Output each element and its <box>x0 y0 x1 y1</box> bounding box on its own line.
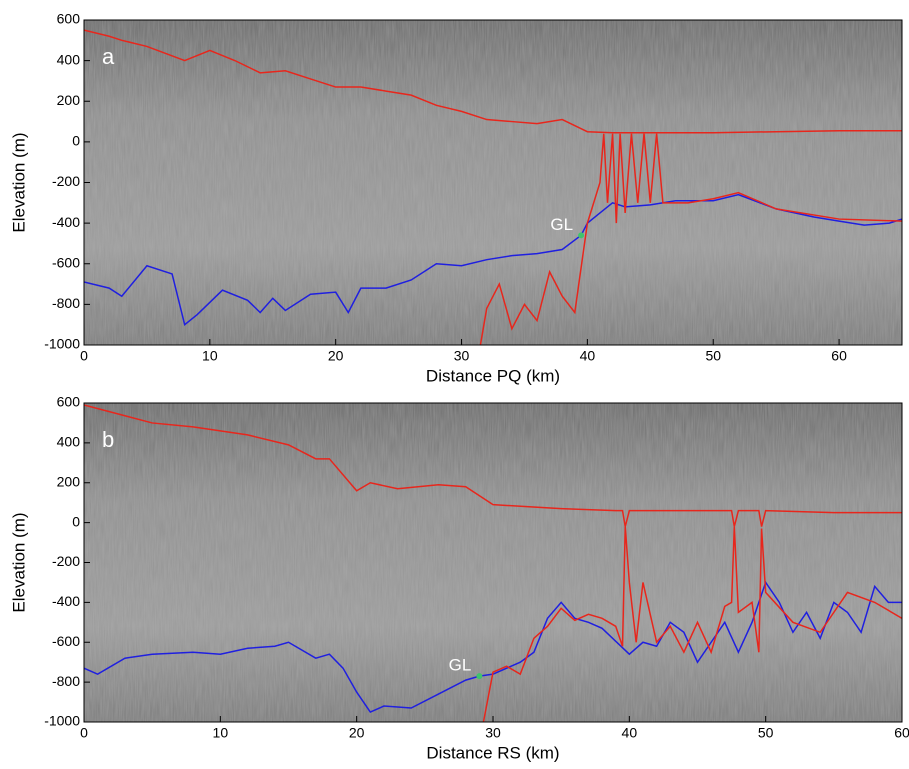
x-tick-label: 20 <box>328 348 344 364</box>
x-tick-label: 0 <box>80 348 88 364</box>
y-tick-label: 200 <box>57 473 81 489</box>
x-tick-label: 40 <box>580 348 596 364</box>
y-tick-label: -600 <box>52 633 80 649</box>
radargram-texture <box>84 403 902 722</box>
data-line <box>84 193 902 327</box>
data-line <box>84 29 902 134</box>
x-axis-label: Distance PQ (km) <box>426 366 560 385</box>
radargram-texture <box>84 20 902 345</box>
x-tick-label: 40 <box>622 725 638 741</box>
x-tick-label: 60 <box>831 348 847 364</box>
data-line <box>479 133 902 345</box>
y-tick-label: -200 <box>52 553 80 569</box>
data-line <box>84 580 902 713</box>
x-tick-label: 50 <box>705 348 721 364</box>
gl-label: GL <box>550 215 573 234</box>
gl-point <box>476 673 483 680</box>
data-line <box>84 404 902 527</box>
gl-label: GL <box>449 656 472 675</box>
y-tick-label: -1000 <box>44 713 80 729</box>
x-tick-label: 0 <box>80 725 88 741</box>
x-tick-label: 10 <box>213 725 229 741</box>
y-axis-label: Elevation (m) <box>9 132 28 232</box>
y-axis-label: Elevation (m) <box>9 512 28 612</box>
y-tick-label: -400 <box>52 593 80 609</box>
y-tick-label: -400 <box>52 214 80 230</box>
x-axis-label: Distance RS (km) <box>426 743 559 762</box>
y-tick-label: -1000 <box>44 336 80 352</box>
y-tick-label: 200 <box>57 92 81 108</box>
y-tick-label: -600 <box>52 254 80 270</box>
y-tick-label: 400 <box>57 51 81 67</box>
x-tick-label: 30 <box>485 725 501 741</box>
x-tick-label: 10 <box>202 348 218 364</box>
x-tick-label: 50 <box>758 725 774 741</box>
x-tick-label: 20 <box>349 725 365 741</box>
panel-label: a <box>102 44 115 69</box>
data-line <box>482 526 902 722</box>
y-tick-label: 600 <box>57 11 81 27</box>
y-tick-label: 0 <box>72 513 80 529</box>
y-tick-label: -800 <box>52 673 80 689</box>
y-tick-label: -800 <box>52 295 80 311</box>
x-tick-label: 60 <box>894 725 909 741</box>
y-tick-label: -200 <box>52 173 80 189</box>
x-tick-label: 30 <box>454 348 470 364</box>
y-tick-label: 400 <box>57 434 81 450</box>
y-tick-label: 600 <box>57 394 81 410</box>
y-tick-label: 0 <box>72 133 80 149</box>
gl-point <box>578 232 585 239</box>
panel-label: b <box>102 427 114 452</box>
